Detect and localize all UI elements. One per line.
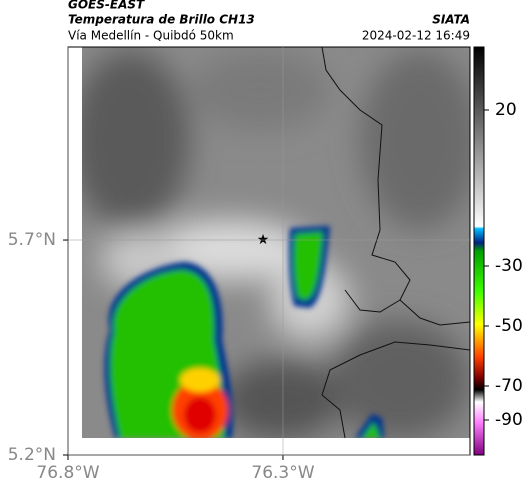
satellite: GOES-EAST [68,0,145,12]
colorbar-tick-label: -70 [495,376,523,396]
y-tick-label: 5.7°N [8,230,56,250]
borders [321,47,470,438]
colorbar-tick-label: -30 [495,256,523,276]
colorbar-tick-label: -90 [495,410,523,430]
colorbar [473,46,485,456]
colorbar-tick-label: -50 [495,316,523,336]
x-tick-label: 76.3°W [251,463,314,483]
x-tick-label: 76.8°W [36,463,99,483]
datetime: 2024-02-12 16:49 [362,29,470,43]
y-tick-label: 5.2°N [8,445,56,465]
colorbar-tick-label: 20 [495,100,517,120]
product: Temperatura de Brillo CH13 [68,13,255,27]
satellite-image [82,47,470,438]
region: Vía Medellín - Quibdó 50km [68,29,234,43]
org: SIATA [432,13,470,27]
